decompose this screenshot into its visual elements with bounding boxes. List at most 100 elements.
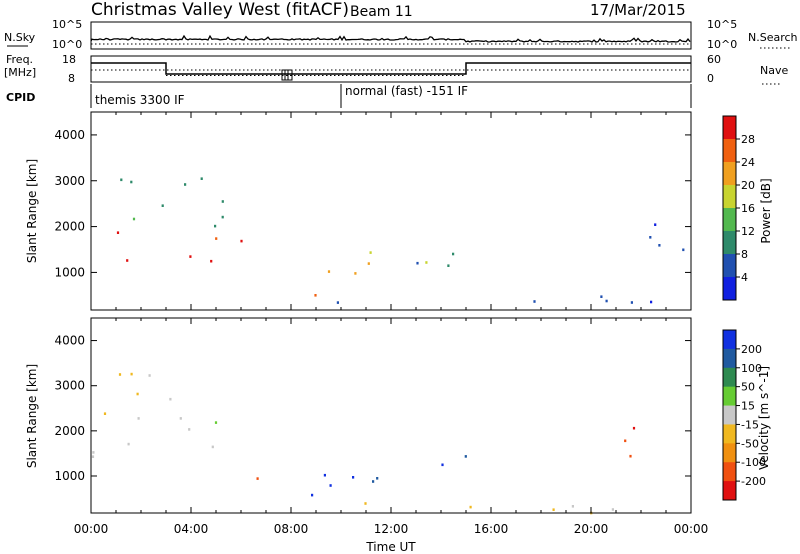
time-xlabel: Time UT [365, 540, 416, 554]
velocity-cell [188, 428, 191, 431]
power-ytick-label: 1000 [54, 265, 85, 279]
power-colorbar-tick: 24 [741, 156, 755, 169]
power-colorbar-swatch [723, 185, 736, 209]
velocity-cell [571, 505, 574, 508]
time-xtick-label: 12:00 [374, 522, 409, 536]
velocity-colorbar-tick: 50 [741, 381, 755, 394]
power-cell [682, 248, 685, 252]
velocity-cell [256, 477, 259, 480]
velocity-cell [136, 392, 139, 396]
nave-label: Nave [760, 64, 788, 77]
time-xtick-label: 08:00 [274, 522, 309, 536]
power-cell [200, 177, 203, 180]
power-cell [452, 252, 455, 256]
velocity-ytick-label: 3000 [54, 379, 85, 393]
power-ylabel: Slant Range [km] [25, 159, 39, 263]
power-marks [116, 177, 685, 304]
power-colorbar-tick: 4 [741, 271, 748, 284]
velocity-colorbar-swatch [723, 481, 736, 501]
power-colorbar-tick: 12 [741, 225, 755, 238]
velocity-ytick-label: 4000 [54, 334, 85, 348]
power-cell [367, 262, 370, 265]
velocity-cell [469, 505, 472, 509]
velocity-colorbar-swatch [723, 367, 736, 388]
power-ytick-label: 4000 [54, 128, 85, 142]
velocity-cell [629, 454, 632, 458]
power-cell [327, 270, 331, 273]
time-xtick-label: 20:00 [574, 522, 609, 536]
velocity-cell [352, 476, 355, 479]
nsearch-tick-top: 10^5 [707, 18, 737, 31]
power-cell [240, 239, 243, 243]
velocity-colorbar-tick: -15 [741, 418, 759, 431]
velocity-colorbar-swatch [723, 348, 736, 369]
velocity-cell [137, 417, 140, 420]
velocity-colorbar-swatch [723, 462, 736, 482]
velocity-colorbar-tick: -100 [741, 456, 766, 469]
velocity-cell [148, 374, 151, 377]
velocity-colorbar-tick: 100 [741, 362, 762, 375]
velocity-ytick-label: 1000 [54, 469, 85, 483]
velocity-cell [624, 439, 627, 443]
velocity-colorbar-tick: 200 [741, 343, 762, 356]
power-colorbar: 4 8 12 16 20 24 28 [722, 115, 755, 301]
velocity-colorbar-swatch [723, 424, 736, 444]
power-cell [533, 300, 536, 303]
station-title: Christmas Valley West (fitACF) [91, 0, 349, 20]
cpid-panel: CPID themis 3300 IF normal (fast) -151 I… [6, 84, 692, 108]
power-colorbar-tick: 8 [741, 248, 748, 261]
velocity-cell [632, 426, 636, 430]
velocity-panel: 1000 2000 3000 4000 00:00 04:00 08:00 12:00 16:… [25, 317, 771, 554]
nsky-tick-bottom: 10^0 [52, 38, 82, 51]
velocity-cell [130, 372, 133, 376]
velocity-marks [91, 372, 636, 515]
velocity-colorbar-tick: 15 [741, 400, 755, 413]
velocity-cell [552, 508, 555, 511]
time-xtick-label: 00:00 [674, 522, 709, 536]
nave-tick-bottom: 0 [707, 72, 714, 85]
velocity-cell [329, 484, 332, 487]
freq-label: Freq. [6, 53, 33, 66]
power-cell [447, 264, 450, 267]
power-cell [126, 259, 129, 262]
freq-unit: [MHz] [4, 66, 36, 79]
power-cell [214, 224, 217, 228]
date-label: 17/Mar/2015 [590, 1, 686, 19]
power-cell [221, 200, 224, 203]
velocity-ytick-label: 2000 [54, 424, 85, 438]
velocity-cell [211, 445, 214, 449]
nsky-tick-top: 10^5 [52, 18, 82, 31]
velocity-cell [372, 480, 375, 483]
power-colorbar-swatch [723, 139, 736, 163]
power-cell [649, 236, 652, 239]
time-xtick-label: 00:00 [74, 522, 109, 536]
nsky-label: N.Sky [4, 31, 36, 44]
beam-label: Beam 11 [350, 4, 413, 20]
power-colorbar-label: Power [dB] [759, 178, 773, 243]
velocity-cell [92, 451, 95, 454]
velocity-cell [127, 442, 130, 446]
velocity-cell [214, 421, 218, 424]
power-cell [189, 255, 192, 258]
velocity-cell [611, 508, 614, 511]
power-cell [161, 204, 164, 207]
velocity-colorbar-swatch [723, 443, 736, 463]
velocity-cell [464, 455, 467, 458]
power-cell [425, 261, 428, 264]
power-ytick-label: 2000 [54, 220, 85, 234]
time-xtick-label: 04:00 [174, 522, 209, 536]
velocity-cell [323, 473, 326, 477]
power-cell [605, 299, 608, 303]
power-ytick-label: 3000 [54, 174, 85, 188]
velocity-cell [311, 493, 314, 497]
power-cell [120, 178, 123, 182]
power-colorbar-swatch [723, 231, 736, 255]
power-colorbar-swatch [723, 254, 736, 278]
power-cell [650, 300, 653, 304]
nave-tick-top: 60 [707, 53, 721, 66]
power-colorbar-swatch [723, 116, 736, 140]
velocity-cell [169, 397, 172, 401]
velocity-cell [441, 463, 444, 467]
power-cell [132, 217, 136, 221]
